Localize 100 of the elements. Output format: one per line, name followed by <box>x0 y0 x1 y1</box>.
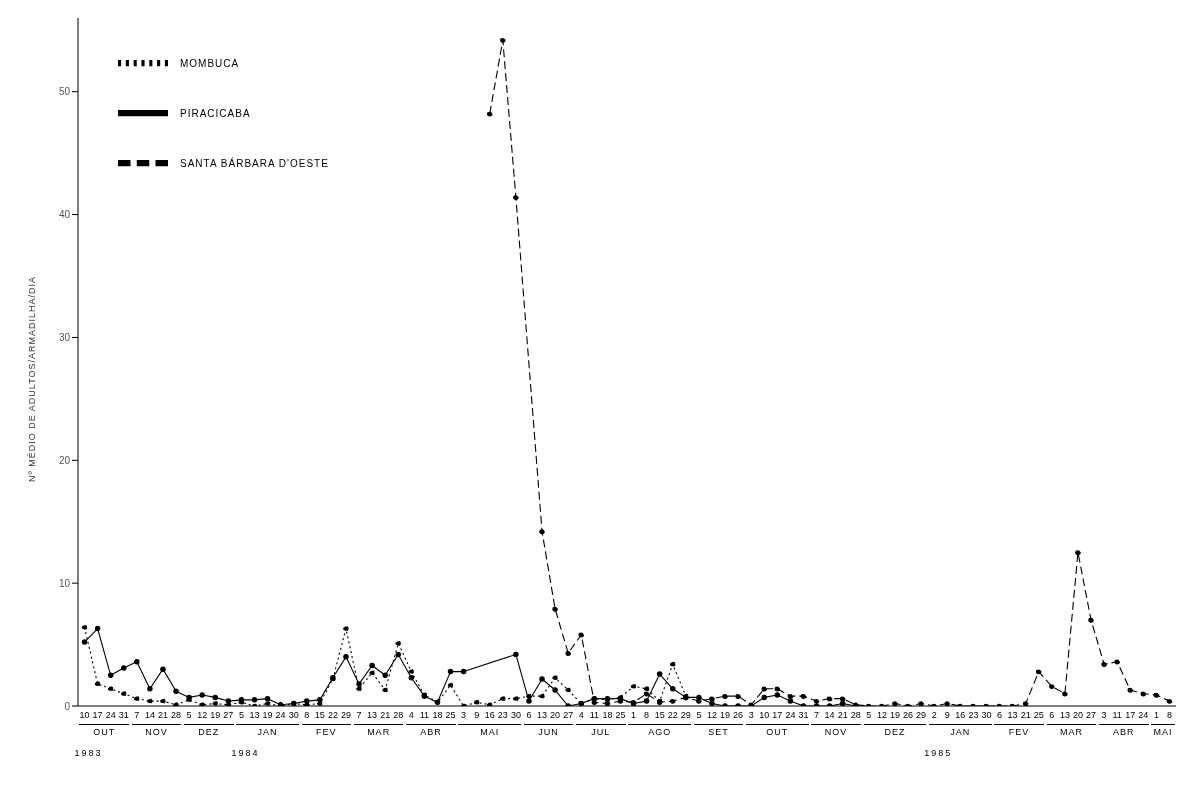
y-tick-label: 20 <box>58 454 71 466</box>
y-tick-label: 0 <box>64 700 71 712</box>
text: MAR <box>1046 724 1097 737</box>
x-tick-label: 9 <box>474 710 480 721</box>
x-tick-label: 6 <box>1049 710 1055 721</box>
text: DEZ <box>183 724 234 737</box>
x-tick-label: 7 <box>356 710 362 721</box>
text: ABR <box>406 724 456 737</box>
x-tick-label: 6 <box>526 710 532 721</box>
text: 1984 <box>231 748 260 758</box>
x-tick-label: 24 <box>785 710 796 721</box>
x-tick-label: 13 <box>1007 710 1018 721</box>
x-tick-label: 15 <box>654 710 665 721</box>
x-tick-label: 19 <box>210 710 221 721</box>
x-tick-label: 29 <box>340 710 351 721</box>
x-tick-label: 3 <box>461 710 467 721</box>
x-tick-label: 25 <box>1033 710 1044 721</box>
text: NOV <box>131 724 182 737</box>
x-tick-label: 21 <box>837 710 848 721</box>
text: FEV <box>994 724 1044 737</box>
x-tick-label: 30 <box>288 710 299 721</box>
x-tick-label: 4 <box>408 710 414 721</box>
text: JUN <box>523 724 574 737</box>
x-tick-label: 14 <box>824 710 835 721</box>
x-tick-label: 11 <box>419 710 430 721</box>
x-tick-label: 23 <box>968 710 979 721</box>
x-tick-label: 1 <box>631 710 637 721</box>
x-tick-label: 21 <box>380 710 391 721</box>
x-tick-label: 30 <box>981 710 992 721</box>
x-tick-label: 12 <box>876 710 887 721</box>
text: 1983 <box>74 748 103 758</box>
text: AGO <box>628 724 692 737</box>
text: MAI <box>1151 724 1175 737</box>
x-tick-label: 13 <box>1059 710 1070 721</box>
x-tick-label: 12 <box>197 710 208 721</box>
x-tick-label: 31 <box>118 710 129 721</box>
text: OUT <box>79 724 129 737</box>
text: OUT <box>745 724 809 737</box>
x-tick-label: 17 <box>1125 710 1136 721</box>
x-tick-label: 20 <box>1072 710 1083 721</box>
x-tick-label: 21 <box>1020 710 1031 721</box>
x-tick-label: 8 <box>1166 710 1172 721</box>
x-tick-label: 2 <box>931 710 937 721</box>
x-tick-label: 27 <box>563 710 574 721</box>
text: FEV <box>301 724 352 737</box>
text: MAR <box>353 724 404 737</box>
x-tick-label: 3 <box>1101 710 1107 721</box>
x-tick-label: 10 <box>79 710 90 721</box>
x-tick-label: 5 <box>186 710 192 721</box>
text: JAN <box>928 724 992 737</box>
legend-label: MOMBUCA <box>180 58 240 70</box>
text: NOV <box>811 724 861 737</box>
x-tick-label: 27 <box>1086 710 1097 721</box>
x-tick-label: 31 <box>798 710 809 721</box>
legend-label: PIRACICABA <box>180 108 251 120</box>
x-tick-label: 23 <box>497 710 508 721</box>
x-tick-label: 30 <box>510 710 521 721</box>
text: ABR <box>1098 724 1149 737</box>
x-tick-label: 22 <box>327 710 338 721</box>
y-tick-label: 10 <box>58 577 71 589</box>
x-tick-label: 19 <box>262 710 273 721</box>
x-tick-label: 19 <box>889 710 900 721</box>
x-tick-label: 20 <box>550 710 561 721</box>
x-tick-label: 5 <box>238 710 244 721</box>
text: JAN <box>236 724 299 737</box>
x-tick-label: 10 <box>759 710 770 721</box>
text: DEZ <box>863 724 927 737</box>
text: 1985 <box>924 748 953 758</box>
legend-label: SANTA BÁRBARA D'OESTE <box>180 158 329 170</box>
x-tick-label: 24 <box>1138 710 1149 721</box>
x-tick-label: 3 <box>748 710 754 721</box>
x-tick-label: 18 <box>602 710 613 721</box>
text: SET <box>693 724 744 737</box>
x-tick-label: 17 <box>772 710 783 721</box>
x-tick-label: 5 <box>866 710 872 721</box>
x-tick-label: 1 <box>1153 710 1159 721</box>
x-tick-label: 8 <box>644 710 650 721</box>
y-axis-title: Nº MÉDIO DE ADULTOS/ARMADILHA/DIA <box>27 276 38 482</box>
x-tick-label: 8 <box>304 710 310 721</box>
x-tick-label: 22 <box>667 710 678 721</box>
x-tick-label: 6 <box>997 710 1003 721</box>
x-tick-label: 29 <box>680 710 691 721</box>
x-tick-label: 25 <box>445 710 456 721</box>
x-tick-label: 11 <box>589 710 599 721</box>
x-tick-label: 14 <box>144 710 155 721</box>
x-tick-label: 16 <box>955 710 966 721</box>
x-tick-label: 4 <box>578 710 584 721</box>
x-tick-label: 9 <box>944 710 950 721</box>
x-tick-label: 16 <box>484 710 495 721</box>
x-tick-label: 13 <box>367 710 378 721</box>
x-tick-label: 28 <box>171 710 182 721</box>
x-tick-label: 11 <box>1112 710 1122 721</box>
x-tick-label: 13 <box>537 710 548 721</box>
x-tick-label: 28 <box>850 710 861 721</box>
x-tick-label: 7 <box>814 710 820 721</box>
x-tick-label: 29 <box>916 710 927 721</box>
y-tick-label: 30 <box>58 331 71 343</box>
x-tick-label: 18 <box>432 710 443 721</box>
x-tick-label: 17 <box>92 710 103 721</box>
x-tick-label: 26 <box>903 710 914 721</box>
